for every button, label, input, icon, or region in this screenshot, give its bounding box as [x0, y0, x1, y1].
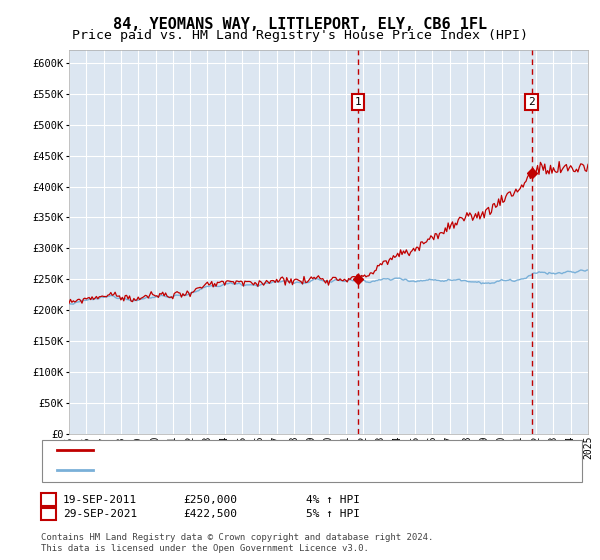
Text: Price paid vs. HM Land Registry's House Price Index (HPI): Price paid vs. HM Land Registry's House … — [72, 29, 528, 42]
Text: 29-SEP-2021: 29-SEP-2021 — [63, 509, 137, 519]
Text: 4% ↑ HPI: 4% ↑ HPI — [306, 494, 360, 505]
Text: 2: 2 — [45, 509, 52, 519]
Text: 5% ↑ HPI: 5% ↑ HPI — [306, 509, 360, 519]
Text: 84, YEOMANS WAY, LITTLEPORT, ELY, CB6 1FL: 84, YEOMANS WAY, LITTLEPORT, ELY, CB6 1F… — [113, 17, 487, 32]
Text: HPI: Average price, detached house, East Cambridgeshire: HPI: Average price, detached house, East… — [99, 465, 443, 475]
Text: 84, YEOMANS WAY, LITTLEPORT, ELY, CB6 1FL (detached house): 84, YEOMANS WAY, LITTLEPORT, ELY, CB6 1F… — [99, 445, 461, 455]
Text: 19-SEP-2011: 19-SEP-2011 — [63, 494, 137, 505]
Text: 2: 2 — [528, 97, 535, 107]
Text: £250,000: £250,000 — [183, 494, 237, 505]
Text: 1: 1 — [355, 97, 362, 107]
Text: Contains HM Land Registry data © Crown copyright and database right 2024.
This d: Contains HM Land Registry data © Crown c… — [41, 533, 433, 553]
Text: 1: 1 — [45, 494, 52, 505]
Text: £422,500: £422,500 — [183, 509, 237, 519]
